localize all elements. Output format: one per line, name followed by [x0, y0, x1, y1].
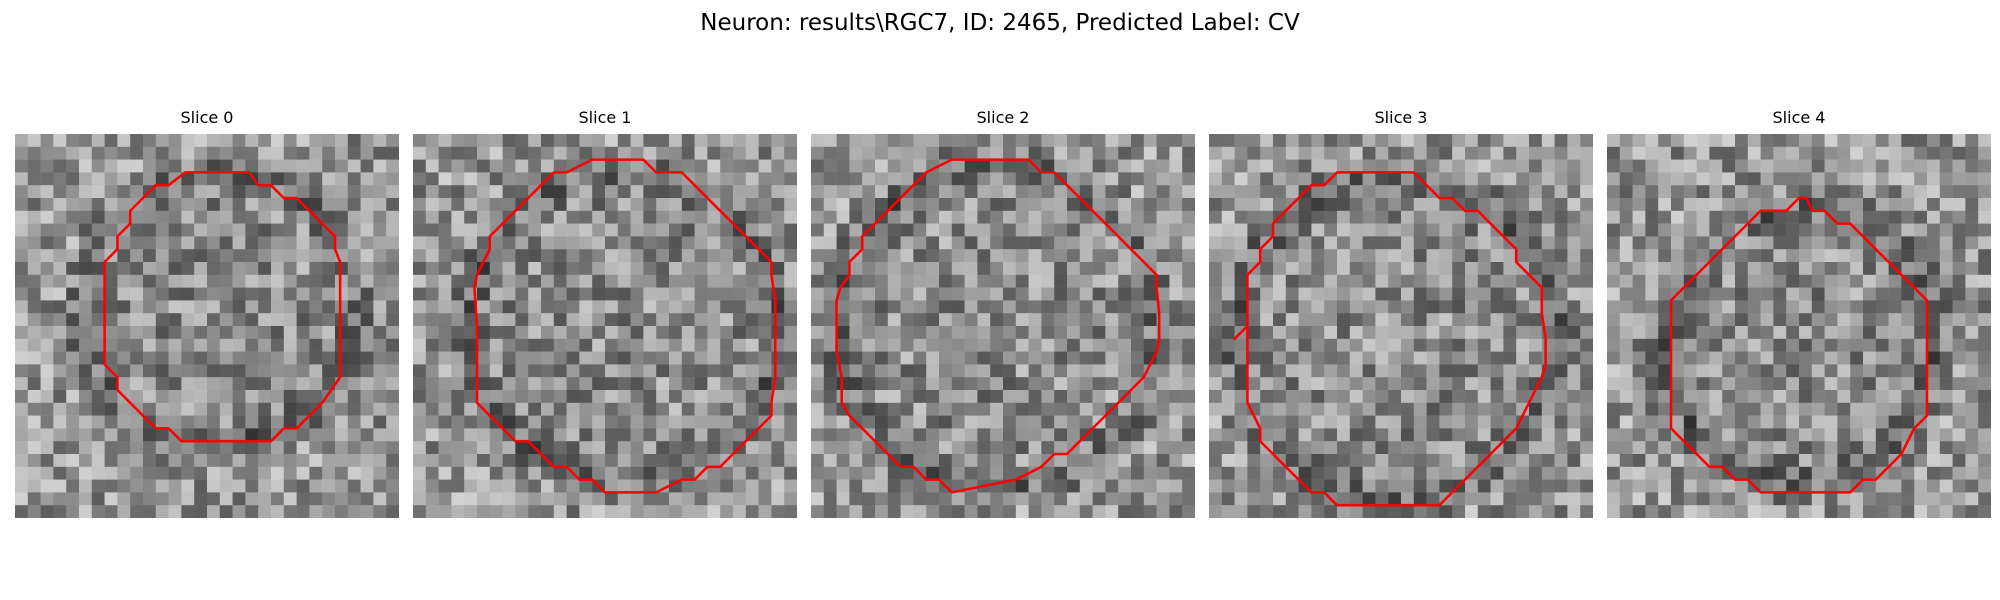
neuron-outline	[473, 158, 777, 494]
slice-title: Slice 4	[1772, 108, 1826, 127]
slice-image	[15, 134, 399, 518]
slice-title: Slice 3	[1374, 108, 1428, 127]
figure-title: Neuron: results\RGC7, ID: 2465, Predicte…	[700, 10, 1300, 36]
neuron-outline	[835, 158, 1161, 494]
pixel-grid	[15, 134, 399, 518]
slice-panel: Slice 0	[15, 108, 399, 518]
slice-title: Slice 0	[180, 108, 234, 127]
slice-image	[1607, 134, 1991, 518]
slice-image	[811, 134, 1195, 518]
pixel-grid	[1607, 134, 1991, 518]
slice-panel: Slice 3	[1209, 108, 1593, 518]
neuron-outline	[1233, 171, 1547, 507]
slice-title: Slice 1	[578, 108, 632, 127]
pixel-grid	[811, 134, 1195, 518]
slice-panel: Slice 2	[811, 108, 1195, 518]
neuron-outline	[1669, 196, 1929, 494]
slice-panel: Slice 4	[1607, 108, 1991, 518]
neuron-outline	[103, 171, 342, 443]
pixel-grid	[1209, 134, 1593, 518]
slice-image	[413, 134, 797, 518]
slice-panel: Slice 1	[413, 108, 797, 518]
pixel-grid	[413, 134, 797, 518]
slice-title: Slice 2	[976, 108, 1030, 127]
slice-image	[1209, 134, 1593, 518]
